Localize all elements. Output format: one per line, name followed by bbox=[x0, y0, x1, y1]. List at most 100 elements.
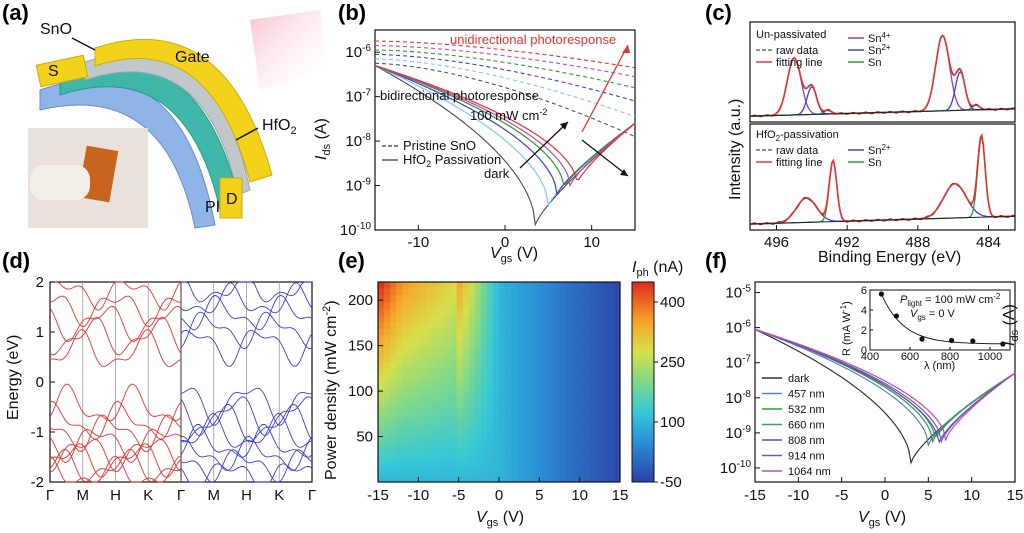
heatmap-cell bbox=[402, 282, 409, 290]
heatmap-cell bbox=[456, 442, 464, 450]
k-point-label: Γ bbox=[308, 487, 316, 504]
heatmap-cell bbox=[583, 462, 591, 470]
heatmap-cell bbox=[535, 348, 542, 356]
heatmap-cell bbox=[529, 422, 536, 430]
heatmap-cell bbox=[426, 342, 433, 350]
heatmap-cell bbox=[595, 328, 603, 336]
heatmap-cell bbox=[505, 422, 512, 430]
heatmap-cell bbox=[547, 408, 554, 416]
heatmap-cell bbox=[559, 328, 566, 336]
heatmap-cell bbox=[517, 475, 524, 483]
heatmap-cell bbox=[553, 435, 560, 443]
heatmap-cell bbox=[511, 382, 518, 390]
inset-x-tick-label: 600 bbox=[901, 351, 919, 363]
heatmap-cell bbox=[547, 288, 554, 296]
heatmap-cell bbox=[541, 428, 548, 436]
x-tick-label: -15 bbox=[367, 487, 389, 504]
heatmap-cell bbox=[468, 362, 476, 370]
heatmap-cell bbox=[486, 295, 494, 303]
heatmap-cell bbox=[517, 335, 524, 343]
heatmap-cell bbox=[505, 362, 512, 370]
heatmap-cell bbox=[396, 302, 403, 310]
heatmap-cell bbox=[492, 455, 500, 463]
heatmap-cell bbox=[450, 282, 458, 290]
legend-entry: 660 nm bbox=[788, 420, 825, 432]
heatmap-cell bbox=[505, 455, 512, 463]
heatmap-cell bbox=[583, 475, 591, 483]
heatmap-cell bbox=[601, 395, 609, 403]
heatmap-cell bbox=[583, 288, 591, 296]
x-tick-label: 488 bbox=[905, 234, 930, 251]
heatmap-cell bbox=[414, 295, 421, 303]
heatmap-cell bbox=[541, 308, 548, 316]
heatmap-cell bbox=[378, 315, 385, 323]
heatmap-cell bbox=[613, 328, 621, 336]
heatmap-cell bbox=[432, 435, 439, 443]
heatmap-cell bbox=[613, 468, 621, 476]
heatmap-cell bbox=[559, 335, 566, 343]
heatmap-cell bbox=[601, 342, 609, 350]
heatmap-cell bbox=[480, 315, 488, 323]
heatmap-cell bbox=[535, 388, 542, 396]
heatmap-cell bbox=[565, 422, 572, 430]
heatmap-cell bbox=[565, 455, 572, 463]
heatmap-cell bbox=[450, 342, 458, 350]
heatmap-cell bbox=[438, 455, 445, 463]
heatmap-cell bbox=[468, 415, 476, 423]
heatmap-cell bbox=[541, 375, 548, 383]
heatmap-cell bbox=[523, 355, 530, 363]
heatmap-cell bbox=[583, 455, 591, 463]
x-tick-label: 0 bbox=[495, 487, 503, 504]
heatmap-cell bbox=[480, 448, 488, 456]
heatmap-cell bbox=[384, 428, 391, 436]
panel-d-label: (d) bbox=[2, 248, 30, 273]
heatmap-cell bbox=[492, 375, 500, 383]
heatmap-cell bbox=[517, 415, 524, 423]
heatmap-cell bbox=[607, 375, 615, 383]
heatmap-cell bbox=[396, 295, 403, 303]
heatmap-cell bbox=[565, 428, 572, 436]
heatmap-cell bbox=[438, 295, 445, 303]
heatmap-cell bbox=[613, 415, 621, 423]
heatmap-cell bbox=[456, 315, 464, 323]
heatmap-cell bbox=[505, 348, 512, 356]
heatmap-cell bbox=[486, 428, 494, 436]
heatmap-cell bbox=[384, 335, 391, 343]
k-point-label: M bbox=[77, 487, 90, 504]
heatmap-cell bbox=[511, 315, 518, 323]
heatmap-cell bbox=[547, 475, 554, 483]
heatmap-cell bbox=[462, 362, 470, 370]
heatmap-cell bbox=[499, 375, 506, 383]
heatmap-cell bbox=[480, 368, 488, 376]
heatmap-cell bbox=[486, 302, 494, 310]
heatmap-cell bbox=[565, 355, 572, 363]
heatmap-cell bbox=[589, 348, 597, 356]
heatmap-cell bbox=[486, 328, 494, 336]
heatmap-cell bbox=[523, 402, 530, 410]
heatmap-cell bbox=[571, 302, 579, 310]
heatmap-cell bbox=[414, 448, 421, 456]
heatmap-cell bbox=[571, 422, 579, 430]
inset-y-tick-label: 2 bbox=[861, 325, 867, 337]
heatmap-cell bbox=[438, 355, 445, 363]
heatmap-cell bbox=[589, 462, 597, 470]
heatmap-cell bbox=[607, 288, 615, 296]
heatmap-cell bbox=[378, 375, 385, 383]
heatmap-cell bbox=[613, 388, 621, 396]
heatmap-cell bbox=[583, 428, 591, 436]
heatmap-cell bbox=[523, 375, 530, 383]
heatmap-cell bbox=[414, 468, 421, 476]
intensity-label: 100 mW cm-2 bbox=[470, 107, 547, 123]
heatmap-cell bbox=[541, 448, 548, 456]
heatmap-cell bbox=[499, 475, 506, 483]
heatmap-cell bbox=[559, 322, 566, 330]
heatmap-cell bbox=[601, 428, 609, 436]
heatmap-cell bbox=[565, 415, 572, 423]
heatmap-cell bbox=[613, 322, 621, 330]
heatmap-cell bbox=[499, 288, 506, 296]
heatmap-cell bbox=[511, 308, 518, 316]
heatmap-cell bbox=[408, 395, 415, 403]
heatmap-cell bbox=[408, 322, 415, 330]
heatmap-cell bbox=[517, 448, 524, 456]
heatmap-cell bbox=[595, 315, 603, 323]
